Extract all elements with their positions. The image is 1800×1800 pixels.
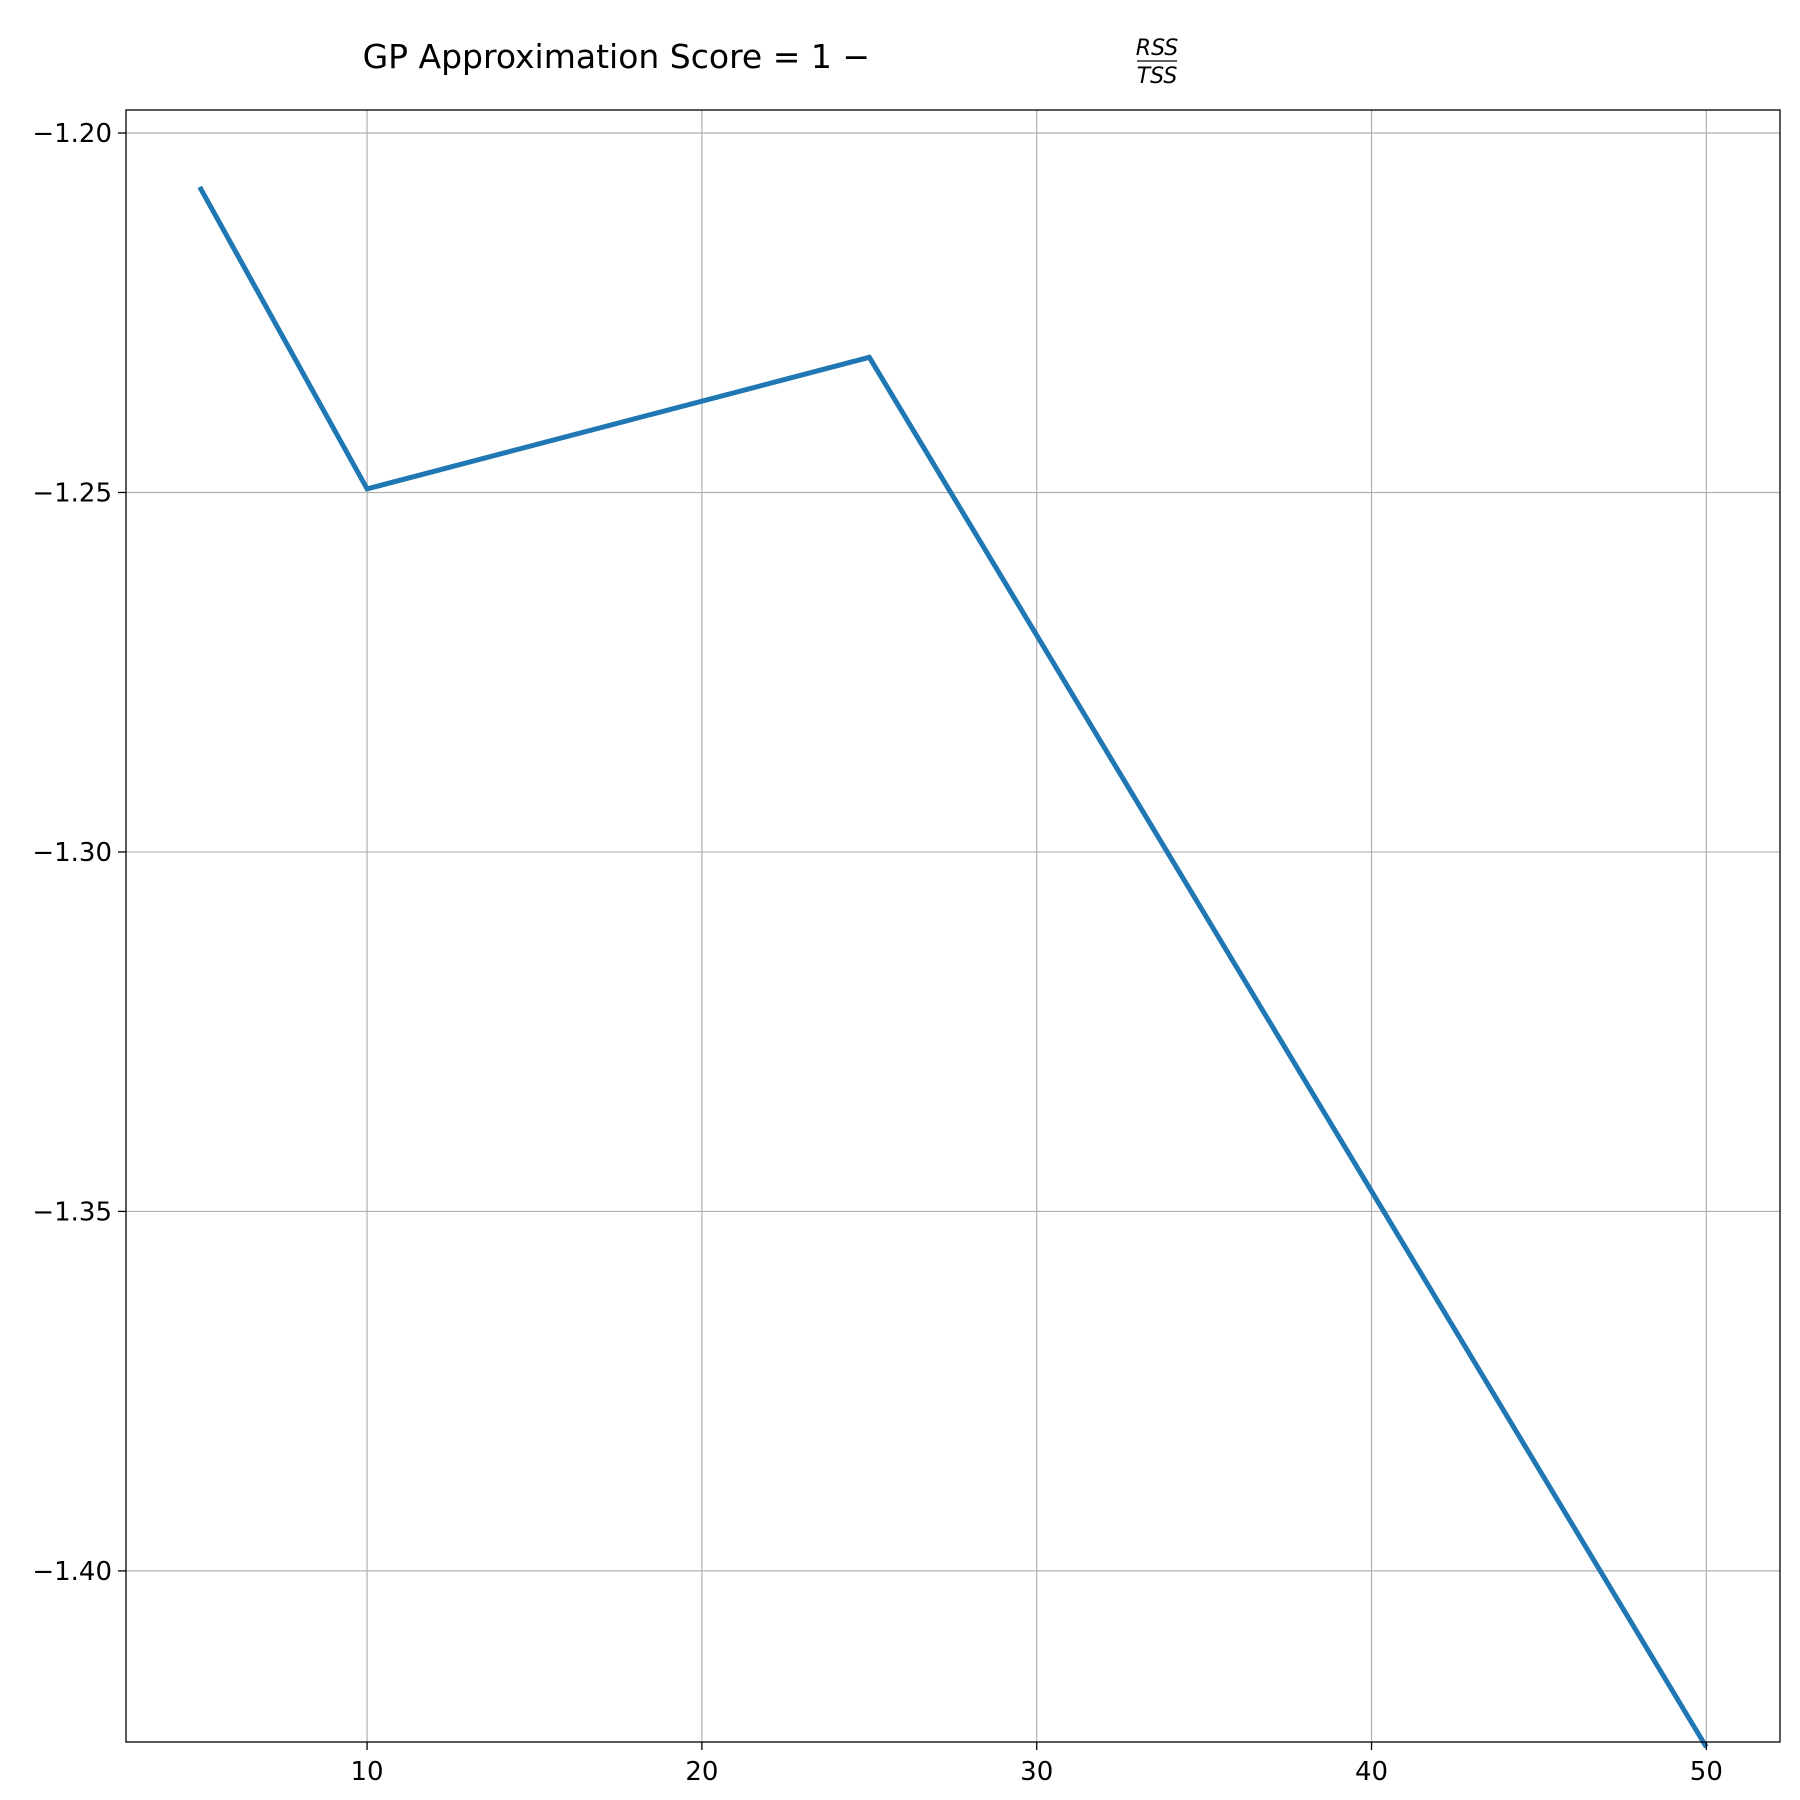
y-tick-label: −1.25 — [32, 478, 112, 508]
y-tick-label: −1.30 — [32, 838, 112, 868]
series-line — [197, 185, 1709, 1749]
plot-frame — [125, 109, 1781, 1743]
y-axis: −1.20 −1.25 −1.30 −1.35 −1.40 — [32, 119, 126, 1587]
y-tick-label: −1.40 — [32, 1557, 112, 1587]
x-tick-label: 30 — [1020, 1757, 1053, 1787]
title-fraction-denominator: TSS — [1137, 64, 1178, 89]
series-layer — [197, 185, 1709, 1749]
chart-title: GP Approximation Score = 1 − — [363, 37, 870, 76]
x-tick-label: 10 — [351, 1757, 384, 1787]
y-tick-label: −1.35 — [32, 1197, 112, 1227]
title-fraction-numerator: RSS — [1136, 36, 1178, 61]
chart-title-equation: = 1 − — [773, 37, 870, 76]
grid — [126, 110, 1780, 1742]
x-tick-label: 20 — [685, 1757, 718, 1787]
x-tick-label: 50 — [1690, 1757, 1723, 1787]
x-axis: 10 20 30 40 50 — [351, 1742, 1723, 1787]
x-tick-label: 40 — [1355, 1757, 1388, 1787]
chart-title-prefix: GP Approximation Score — [363, 37, 773, 76]
y-tick-label: −1.20 — [32, 119, 112, 149]
